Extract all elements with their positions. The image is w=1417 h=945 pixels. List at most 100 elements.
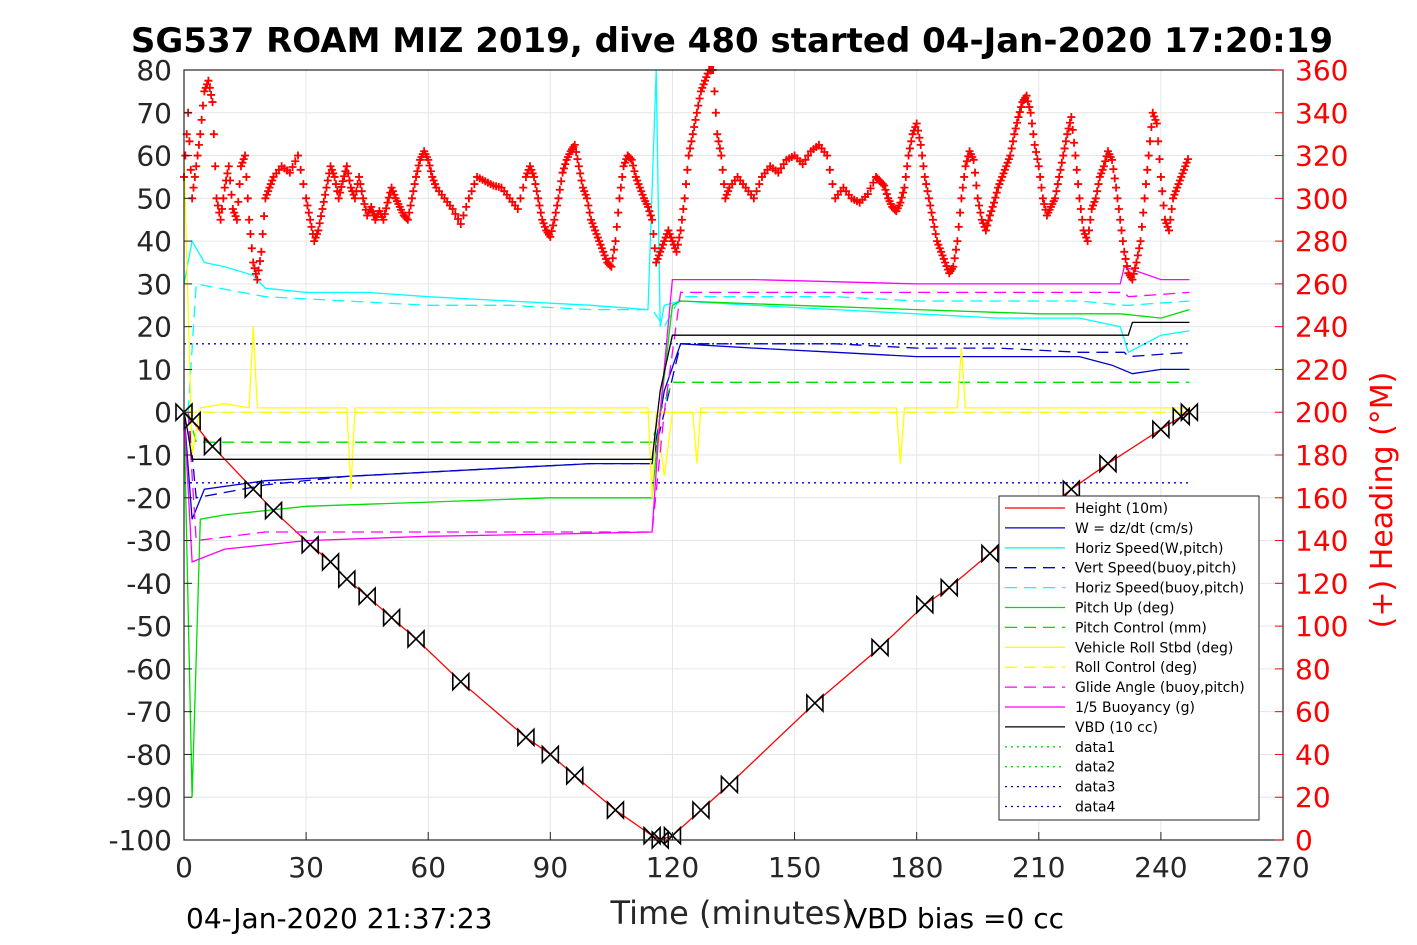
legend-label: Vert Speed(buoy,pitch): [1075, 561, 1237, 577]
depth-marker: [321, 552, 340, 572]
series-line-horiz-speed-buoy-pitch: [187, 283, 1190, 413]
y-right-axis-label: (+) Heading (°M): [1365, 372, 1400, 629]
heading-marker: [987, 207, 996, 216]
heading-marker: [1132, 258, 1141, 267]
heading-marker: [1013, 118, 1022, 127]
heading-marker: [924, 194, 933, 203]
heading-marker: [342, 162, 351, 171]
heading-marker: [1133, 251, 1142, 260]
heading-marker: [555, 185, 564, 194]
y-tick-label: -30: [126, 525, 172, 558]
heading-marker: [1118, 237, 1127, 246]
y-right-axis-ticks: 3603403203002802602402202001801601401201…: [1275, 54, 1348, 857]
heading-marker: [774, 168, 783, 177]
y-right-tick-label: 100: [1295, 610, 1348, 643]
heading-marker: [612, 222, 621, 231]
y-tick-label: 30: [136, 268, 172, 301]
heading-marker: [1067, 113, 1076, 122]
depth-marker: [720, 774, 739, 795]
heading-marker: [572, 147, 581, 156]
heading-marker: [250, 264, 259, 273]
heading-marker: [1135, 244, 1144, 253]
heading-marker: [1022, 91, 1031, 100]
heading-marker: [304, 208, 313, 217]
heading-marker: [1152, 119, 1161, 128]
heading-marker: [673, 240, 682, 249]
heading-marker: [922, 180, 931, 189]
heading-marker: [1030, 140, 1039, 149]
heading-marker: [196, 130, 205, 139]
heading-marker: [1006, 151, 1015, 160]
heading-marker: [464, 194, 473, 203]
heading-marker: [315, 219, 324, 228]
heading-marker: [219, 194, 228, 203]
heading-marker: [253, 275, 262, 284]
heading-marker: [530, 172, 539, 181]
heading-marker: [1068, 125, 1077, 134]
heading-marker: [1029, 130, 1038, 139]
heading-marker: [186, 165, 195, 174]
heading-marker: [1116, 215, 1125, 224]
heading-marker: [618, 172, 627, 181]
heading-marker: [235, 180, 244, 189]
heading-marker: [260, 212, 269, 221]
depth-marker: [565, 765, 584, 786]
y-tick-label: -20: [126, 482, 172, 515]
heading-marker: [1129, 269, 1138, 278]
heading-marker: [695, 94, 704, 103]
heading-marker: [823, 151, 832, 160]
series-line-vert-speed-buoy-pitch: [187, 343, 1190, 499]
depth-marker: [806, 693, 824, 714]
heading-marker: [557, 177, 566, 186]
heading-marker: [368, 207, 377, 216]
heading-marker: [573, 155, 582, 164]
heading-marker: [776, 164, 785, 173]
heading-marker: [584, 201, 593, 210]
heading-marker: [1063, 130, 1072, 139]
heading-marker: [197, 115, 206, 124]
heading-marker: [456, 220, 465, 228]
heading-marker: [536, 208, 545, 217]
heading-marker: [714, 137, 723, 146]
heading-marker: [1027, 119, 1036, 128]
heading-marker: [1136, 237, 1145, 246]
heading-marker: [1143, 165, 1152, 174]
series-line-1-5-buoyancy-g: [183, 265, 1190, 563]
heading-marker: [677, 215, 686, 224]
series-line-vbd-10-cc: [183, 321, 1190, 460]
heading-marker: [880, 181, 889, 190]
x-tick-label: 30: [288, 851, 324, 884]
heading-marker: [1159, 201, 1168, 210]
depth-marker: [663, 825, 682, 846]
heading-marker: [558, 168, 567, 177]
heading-marker: [357, 187, 366, 196]
heading-marker: [454, 215, 463, 224]
heading-marker: [185, 137, 194, 146]
heading-marker: [715, 144, 724, 153]
heading-marker: [355, 172, 364, 181]
legend-label: data2: [1075, 760, 1115, 776]
heading-marker: [954, 222, 963, 231]
heading-marker: [258, 229, 267, 238]
heading-marker: [1122, 262, 1131, 271]
heading-marker: [687, 137, 696, 146]
heading-marker: [247, 244, 256, 253]
heading-marker: [426, 167, 435, 176]
footer-vbd-bias: VBD bias =0 cc: [848, 902, 1064, 935]
heading-marker: [720, 180, 729, 189]
heading-marker: [606, 261, 615, 270]
heading-marker: [516, 194, 525, 203]
legend-label: Vehicle Roll Stbd (deg): [1075, 640, 1233, 656]
heading-marker: [679, 205, 688, 214]
heading-marker: [242, 172, 251, 181]
y-tick-label: 70: [136, 97, 172, 130]
y-axis-ticks: 80 70 60 50 40 30 20 10 0 -10 -20 -30 -40 -50 -60 -70 -8…: [108, 54, 192, 857]
heading-marker: [990, 198, 999, 207]
heading-marker: [314, 226, 323, 235]
y-right-tick-label: 340: [1295, 97, 1348, 130]
heading-marker: [686, 144, 695, 153]
heading-marker: [1037, 183, 1046, 192]
heading-marker: [234, 197, 243, 206]
heading-marker: [960, 172, 969, 181]
depth-marker: [1062, 479, 1081, 500]
